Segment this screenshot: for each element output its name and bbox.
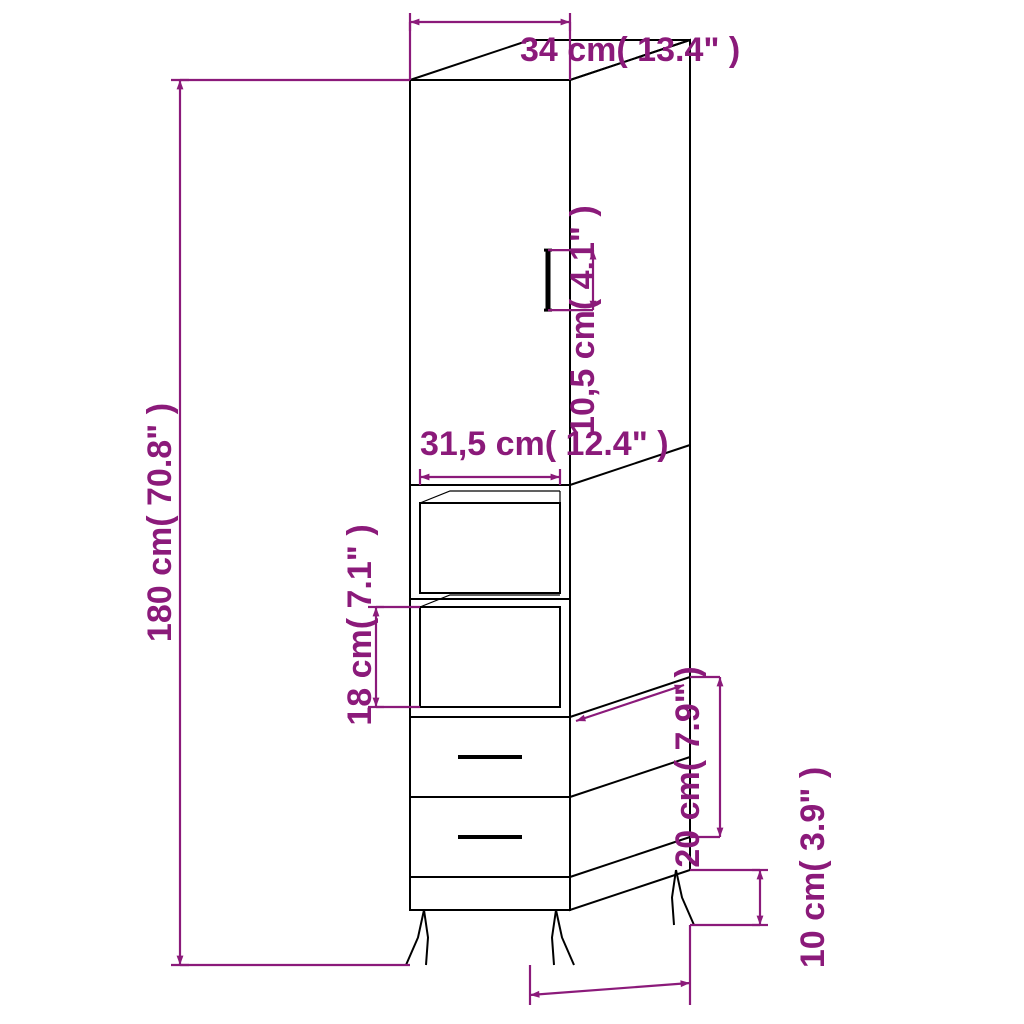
dim-leg-h: 10 cm( 3.9" ) <box>794 767 832 968</box>
dim-shelf-h: 18 cm( 7.1" ) <box>341 524 379 725</box>
dim-height-total: 180 cm( 70.8" ) <box>141 403 179 642</box>
dim-inner-w: 31,5 cm( 12.4" ) <box>420 425 669 463</box>
dim-depth: 34,5 cm( 13.6" ) <box>550 1019 799 1024</box>
dim-handle: 10,5 cm( 4.1" ) <box>564 205 602 435</box>
dim-width-top: 34 cm( 13.4" ) <box>520 31 740 69</box>
dimension-diagram: 34 cm( 13.4" ) 180 cm( 70.8" ) 10,5 cm( 4.… <box>0 0 1024 1024</box>
